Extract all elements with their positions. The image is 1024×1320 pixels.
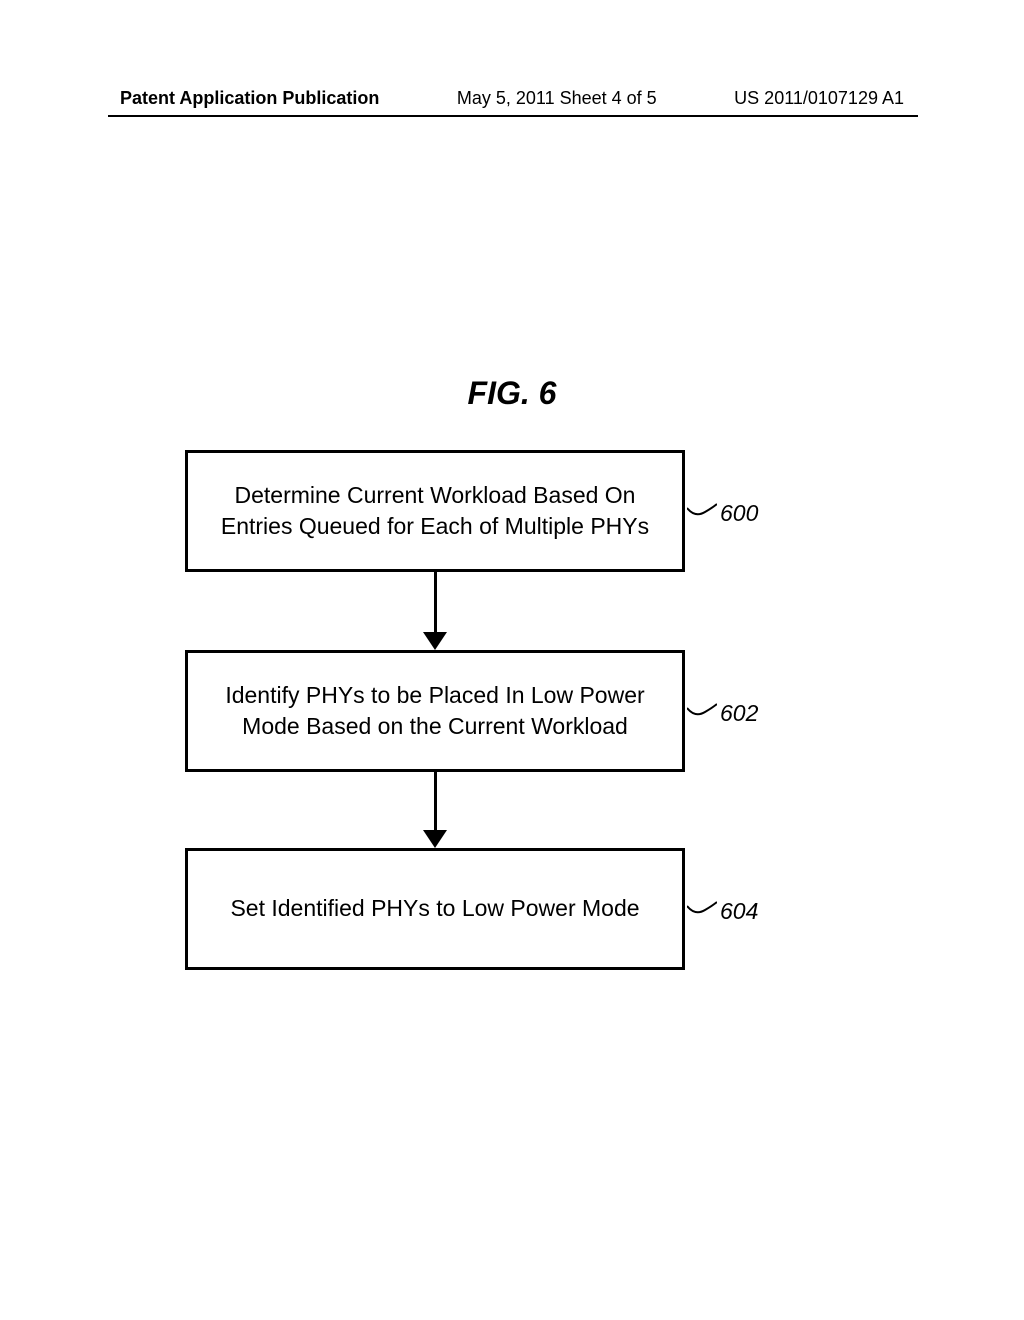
ref-label-604: 604 <box>720 898 758 925</box>
header-divider <box>108 115 918 117</box>
arrow-head-1 <box>423 632 447 650</box>
box-text: Identify PHYs to be Placed In Low Power … <box>198 680 672 742</box>
box-text: Determine Current Workload Based On Entr… <box>198 480 672 542</box>
ref-connector-604 <box>687 898 717 918</box>
ref-label-600: 600 <box>720 500 758 527</box>
flowchart-box-600: Determine Current Workload Based On Entr… <box>185 450 685 572</box>
header-date-sheet: May 5, 2011 Sheet 4 of 5 <box>457 88 657 109</box>
ref-connector-600 <box>687 500 717 520</box>
figure-area: FIG. 6 Determine Current Workload Based … <box>0 150 1024 1250</box>
patent-header: Patent Application Publication May 5, 20… <box>0 88 1024 109</box>
flowchart-box-602: Identify PHYs to be Placed In Low Power … <box>185 650 685 772</box>
arrow-head-2 <box>423 830 447 848</box>
arrow-line-1 <box>434 572 437 634</box>
box-text: Set Identified PHYs to Low Power Mode <box>230 893 639 924</box>
ref-label-602: 602 <box>720 700 758 727</box>
arrow-line-2 <box>434 772 437 832</box>
flowchart-box-604: Set Identified PHYs to Low Power Mode <box>185 848 685 970</box>
header-pub-type: Patent Application Publication <box>120 88 379 109</box>
header-pub-number: US 2011/0107129 A1 <box>734 88 904 109</box>
figure-title: FIG. 6 <box>0 375 1024 412</box>
ref-connector-602 <box>687 700 717 720</box>
